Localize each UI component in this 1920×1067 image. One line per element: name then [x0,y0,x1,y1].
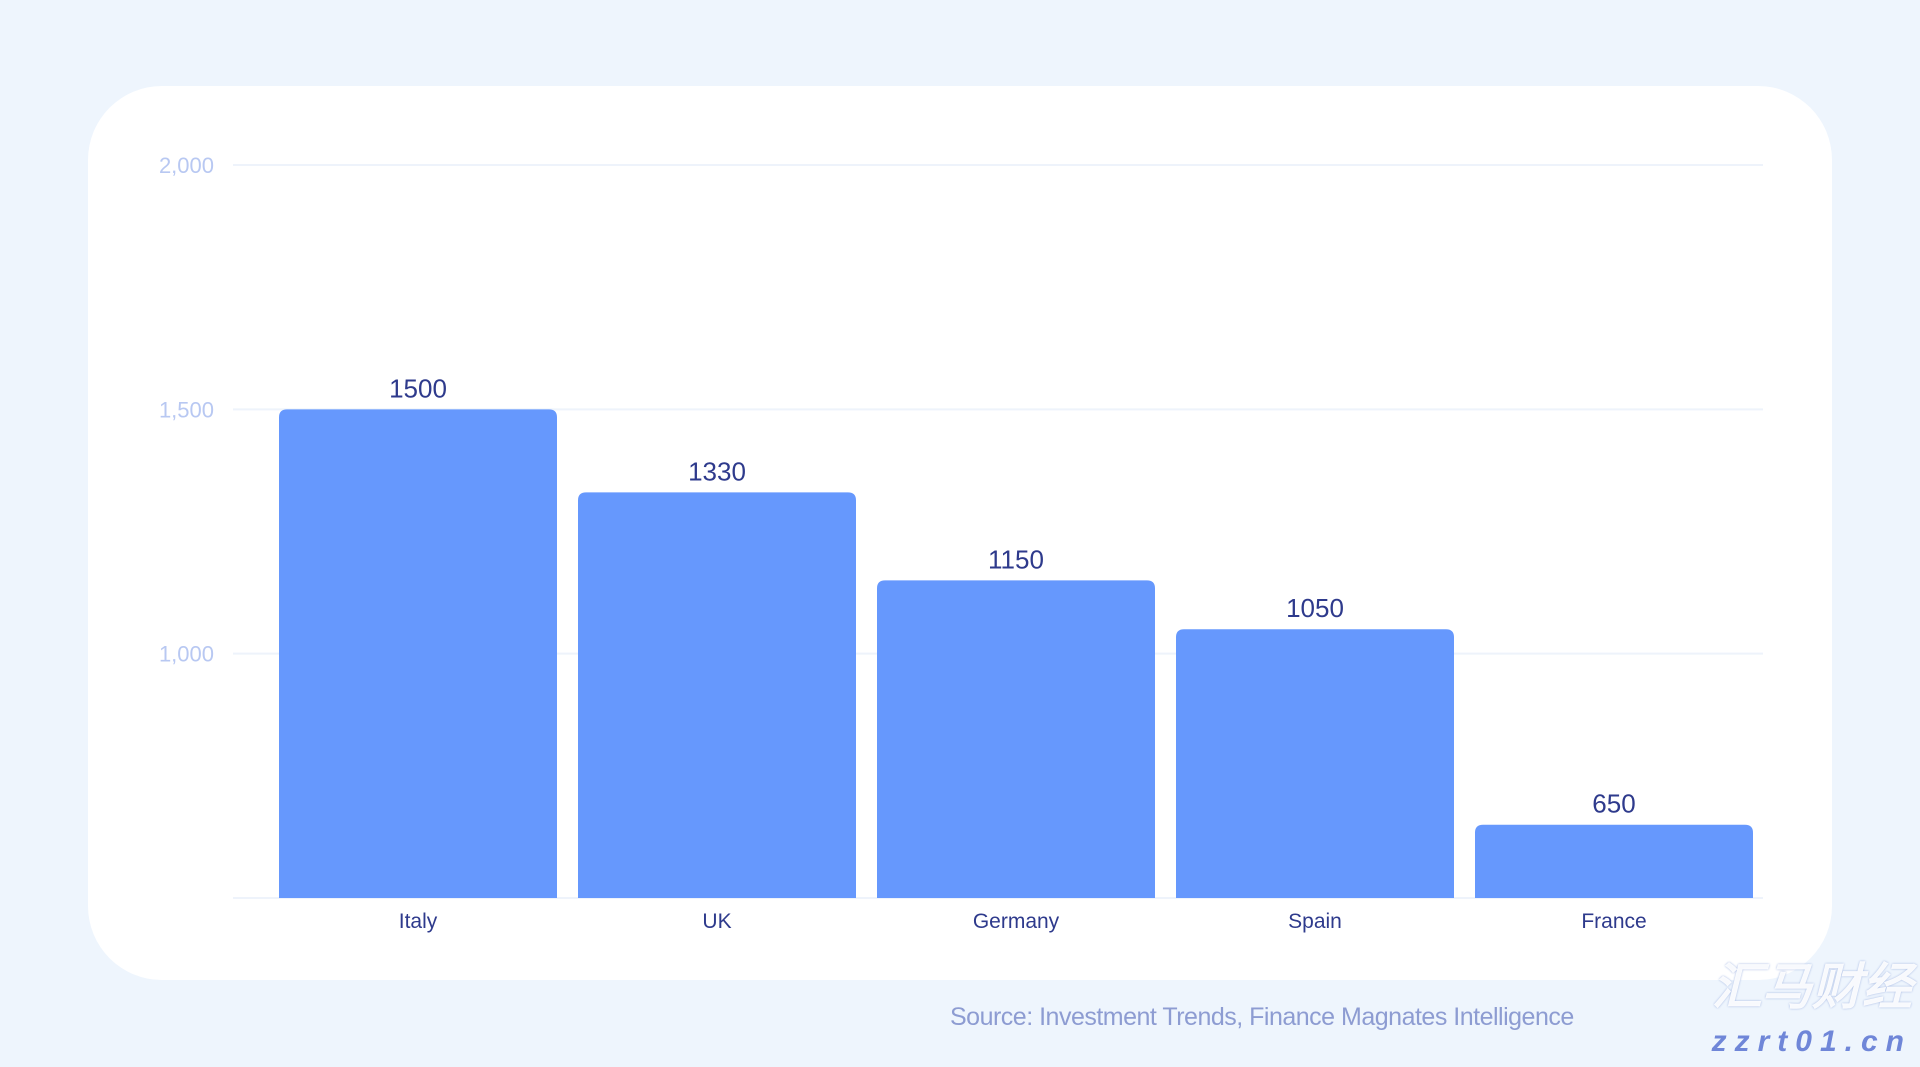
data-label: 1500 [389,373,447,403]
x-tick-label: Germany [973,910,1060,933]
bar-germany [877,580,1155,898]
y-tick-label: 1,000 [159,642,214,667]
y-tick-label: 2,000 [159,153,214,178]
x-tick-label: UK [702,910,731,933]
data-label: 1330 [688,456,746,486]
y-tick-label: 1,500 [159,397,214,422]
source-note: Source: Investment Trends, Finance Magna… [950,1003,1574,1031]
watermark-url: zzrt01.cn [1711,1025,1912,1058]
bar-spain [1176,629,1454,898]
data-label: 1050 [1286,593,1344,623]
watermark-logo: 汇马财经 [1712,959,1912,1015]
data-label: 1150 [988,544,1044,574]
bar-france [1475,824,1753,898]
data-label: 650 [1592,789,1635,819]
bar-uk [578,492,856,898]
x-tick-label: Italy [399,910,438,933]
bar-italy [279,409,557,898]
x-tick-label: France [1581,910,1646,933]
x-tick-label: Spain [1288,910,1342,933]
